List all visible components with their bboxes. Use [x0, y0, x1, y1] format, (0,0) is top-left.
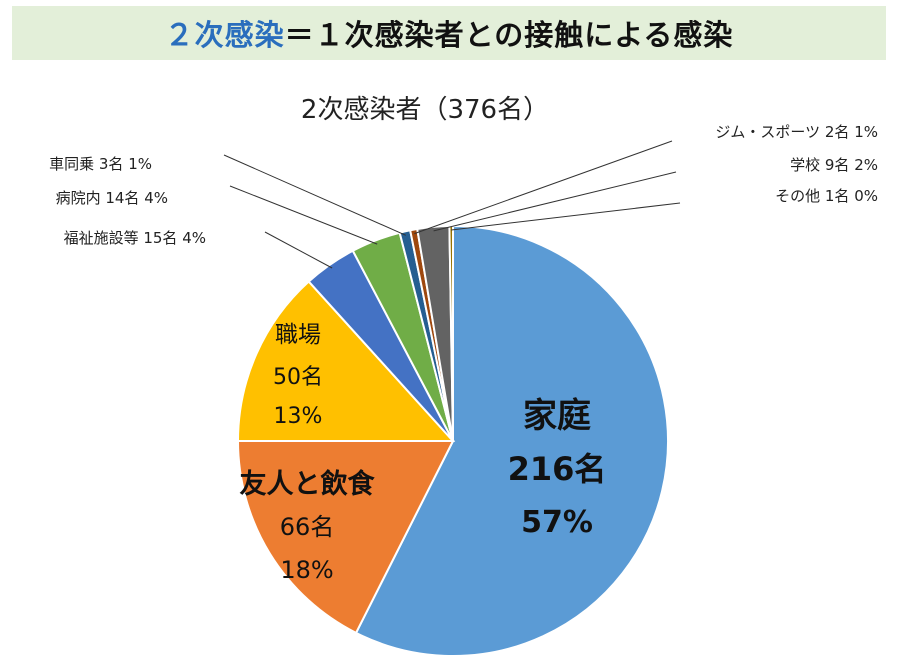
leader-lines — [223, 140, 681, 269]
slice-2-label: 職場 — [275, 322, 321, 348]
chart-subtitle: 2次感染者（376名） — [301, 95, 549, 125]
slice-0-percent: 57% — [521, 505, 593, 540]
slice-5-leader-line — [223, 154, 407, 236]
slice-1-wedge — [236, 440, 455, 635]
slice-6-leader-line — [414, 140, 673, 235]
title-highlight: ２次感染 — [164, 18, 285, 52]
slice-4-leader-line — [229, 185, 378, 245]
slice-2-count: 50名 — [273, 365, 323, 390]
slice-7-label: 学校 9名 2% — [790, 156, 878, 174]
slice-8-leader-line — [451, 202, 681, 231]
slice-7-leader-line — [433, 171, 677, 232]
slice-6-label: ジム・スポーツ 2名 1% — [715, 123, 878, 141]
slice-3-leader-line — [264, 231, 333, 269]
slice-2-percent: 13% — [274, 404, 323, 429]
title-banner: ２次感染 ＝１次感染者との接触による感染 — [12, 6, 886, 60]
slice-0-wedge — [354, 224, 669, 657]
slice-labels: 家庭 216名 57% 友人と飲食 66名 18% 職場 50名 13% 福祉施設等 15名 4%… — [49, 123, 878, 584]
slice-5-label: 車同乗 3名 1% — [49, 155, 152, 173]
slice-1-percent: 18% — [280, 556, 333, 584]
slice-0-label: 家庭 — [523, 396, 591, 436]
slice-3-label: 福祉施設等 15名 4% — [64, 229, 206, 247]
slice-2-wedge — [236, 280, 456, 442]
slice-4-label: 病院内 14名 4% — [56, 189, 168, 207]
title-rest: ＝１次感染者との接触による感染 — [284, 18, 734, 52]
slice-8-label: その他 1名 0% — [775, 187, 878, 205]
slice-1-count: 66名 — [280, 513, 335, 541]
slice-1-label: 友人と飲食 — [240, 468, 376, 500]
pie-slices — [236, 224, 669, 657]
slice-0-count: 216名 — [508, 450, 607, 488]
